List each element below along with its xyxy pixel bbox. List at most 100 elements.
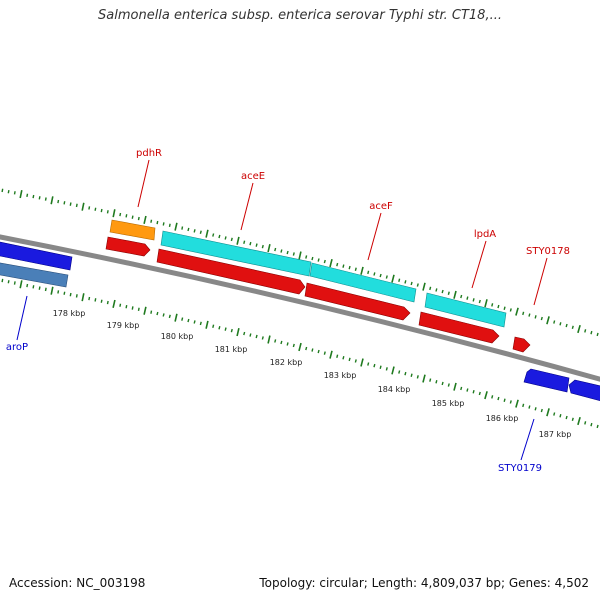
outer-minor-tick	[305, 255, 308, 259]
inner-minor-tick	[292, 343, 295, 348]
gene-pdhR-cds-box[interactable]	[109, 219, 156, 241]
outer-minor-tick	[57, 199, 60, 204]
inner-minor-tick	[119, 303, 122, 307]
inner-minor-tick	[379, 365, 382, 369]
outer-minor-tick	[69, 202, 72, 206]
outer-major-tick	[391, 274, 395, 283]
outer-minor-tick	[472, 298, 475, 302]
inner-minor-tick	[497, 396, 500, 401]
outer-major-tick	[236, 236, 240, 245]
outer-minor-tick	[379, 273, 382, 278]
outer-major-tick	[329, 259, 333, 268]
outer-major-tick	[422, 282, 426, 291]
gene-STY0180-arrow[interactable]	[568, 379, 600, 402]
outer-minor-tick	[274, 247, 277, 252]
outer-minor-tick	[522, 311, 525, 316]
inner-minor-tick	[584, 421, 587, 425]
scale-label-180: 180 kbp	[161, 332, 194, 341]
outer-minor-tick	[181, 226, 184, 230]
gene-label-STY0179[interactable]: STY0179	[498, 463, 542, 474]
outer-minor-tick	[1, 188, 4, 193]
outer-minor-tick	[94, 207, 97, 211]
outer-minor-tick	[13, 191, 16, 195]
inner-minor-tick	[596, 424, 599, 429]
inner-major-tick	[267, 335, 271, 344]
inner-minor-tick	[212, 324, 215, 328]
gene-label-aroP[interactable]: aroP	[6, 342, 28, 353]
inner-minor-tick	[410, 373, 413, 377]
gene-aceF-cds-box[interactable]	[309, 262, 417, 303]
outer-minor-tick	[75, 203, 78, 208]
outer-minor-tick	[491, 303, 494, 307]
gene-label-pdhR[interactable]: pdhR	[136, 148, 162, 159]
outer-minor-tick	[478, 299, 481, 304]
outer-major-tick	[577, 324, 581, 334]
outer-minor-tick	[410, 281, 413, 286]
leader-pdhR	[137, 159, 150, 208]
inner-minor-tick	[100, 299, 103, 303]
leader-STY0178	[533, 257, 548, 306]
outer-minor-tick	[224, 236, 227, 240]
gene-label-STY0178[interactable]: STY0178	[526, 246, 570, 257]
inner-minor-tick	[385, 367, 388, 371]
inner-minor-tick	[317, 349, 320, 354]
outer-minor-tick	[212, 233, 215, 237]
inner-minor-tick	[230, 328, 233, 333]
gene-lpdA-cds-box[interactable]	[424, 292, 507, 328]
inner-minor-tick	[57, 290, 60, 294]
inner-minor-tick	[447, 383, 450, 387]
inner-minor-tick	[553, 412, 556, 416]
inner-minor-tick	[44, 287, 47, 292]
inner-minor-tick	[156, 311, 159, 316]
scale-label-182: 182 kbp	[270, 358, 303, 367]
inner-major-tick	[546, 408, 550, 417]
outer-minor-tick	[460, 294, 463, 299]
gene-label-aceF[interactable]: aceF	[369, 201, 393, 212]
gene-label-aceE[interactable]: aceE	[241, 171, 265, 182]
outer-minor-tick	[156, 220, 159, 225]
inner-minor-tick	[131, 306, 134, 310]
outer-major-tick	[143, 215, 147, 224]
inner-minor-tick	[472, 390, 475, 394]
outer-minor-tick	[509, 308, 512, 312]
inner-minor-tick	[218, 326, 221, 330]
outer-minor-tick	[119, 212, 122, 217]
outer-minor-tick	[534, 315, 537, 319]
outer-major-tick	[50, 196, 54, 205]
gene-pdhR-arrow[interactable]	[105, 236, 151, 257]
inner-minor-tick	[94, 298, 97, 302]
scale-label-187: 187 kbp	[539, 430, 572, 439]
inner-minor-tick	[491, 395, 494, 399]
gene-STY0178-arrow[interactable]	[512, 336, 531, 353]
inner-minor-tick	[354, 359, 357, 363]
gene-aroP-arrow[interactable]	[0, 241, 73, 271]
gene-aceE-arrow[interactable]	[156, 248, 306, 295]
outer-minor-tick	[317, 258, 320, 262]
gene-aceE-cds-box[interactable]	[160, 230, 312, 277]
inner-minor-tick	[503, 398, 506, 402]
inner-minor-tick	[466, 388, 469, 392]
inner-minor-tick	[181, 317, 184, 321]
inner-minor-tick	[249, 333, 252, 337]
outer-major-tick	[515, 307, 519, 316]
outer-minor-tick	[373, 272, 376, 276]
scale-label-179: 179 kbp	[107, 321, 140, 330]
inner-minor-tick	[509, 400, 512, 404]
scale-label-183: 183 kbp	[324, 371, 357, 380]
scale-label-184: 184 kbp	[378, 385, 411, 394]
outer-major-tick	[205, 229, 209, 238]
inner-minor-tick	[261, 336, 264, 340]
inner-minor-tick	[571, 417, 574, 421]
gene-STY0179-arrow[interactable]	[523, 368, 570, 393]
gene-lpdA-arrow[interactable]	[418, 311, 500, 344]
inner-minor-tick	[348, 357, 351, 362]
inner-minor-tick	[522, 403, 525, 408]
gene-aceF-arrow[interactable]	[304, 282, 411, 321]
inner-minor-tick	[435, 380, 438, 384]
inner-minor-tick	[336, 354, 339, 358]
gene-label-lpdA[interactable]: lpdA	[474, 229, 496, 240]
gene-aroP-cds-box[interactable]	[0, 262, 69, 288]
outer-minor-tick	[311, 256, 314, 261]
inner-minor-tick	[559, 414, 562, 418]
scale-label-181: 181 kbp	[215, 345, 248, 354]
